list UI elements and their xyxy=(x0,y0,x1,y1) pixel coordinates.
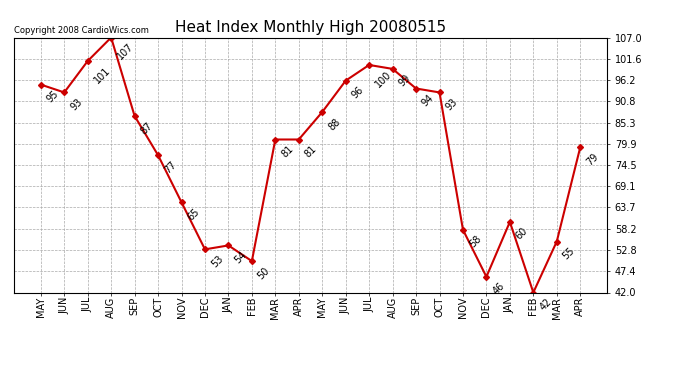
Text: 99: 99 xyxy=(397,73,413,89)
Text: 55: 55 xyxy=(561,246,577,262)
Text: 60: 60 xyxy=(514,226,530,242)
Text: 77: 77 xyxy=(162,159,178,175)
Text: 107: 107 xyxy=(115,42,135,62)
Text: 58: 58 xyxy=(467,234,483,250)
Text: 95: 95 xyxy=(45,89,61,105)
Text: 53: 53 xyxy=(209,254,225,269)
Text: 93: 93 xyxy=(68,97,84,112)
Text: 100: 100 xyxy=(373,69,393,89)
Text: 93: 93 xyxy=(444,97,460,112)
Text: 50: 50 xyxy=(256,265,272,281)
Text: 88: 88 xyxy=(326,116,342,132)
Text: 87: 87 xyxy=(139,120,155,136)
Text: 101: 101 xyxy=(92,65,112,85)
Text: 81: 81 xyxy=(279,144,295,159)
Text: 94: 94 xyxy=(420,93,436,108)
Text: 42: 42 xyxy=(538,297,553,312)
Text: 96: 96 xyxy=(350,85,366,100)
Text: Copyright 2008 CardioWics.com: Copyright 2008 CardioWics.com xyxy=(14,26,148,35)
Text: 65: 65 xyxy=(186,206,201,222)
Text: 46: 46 xyxy=(491,281,506,297)
Text: 81: 81 xyxy=(303,144,319,159)
Title: Heat Index Monthly High 20080515: Heat Index Monthly High 20080515 xyxy=(175,20,446,35)
Text: 54: 54 xyxy=(233,250,248,266)
Text: 79: 79 xyxy=(584,152,600,167)
